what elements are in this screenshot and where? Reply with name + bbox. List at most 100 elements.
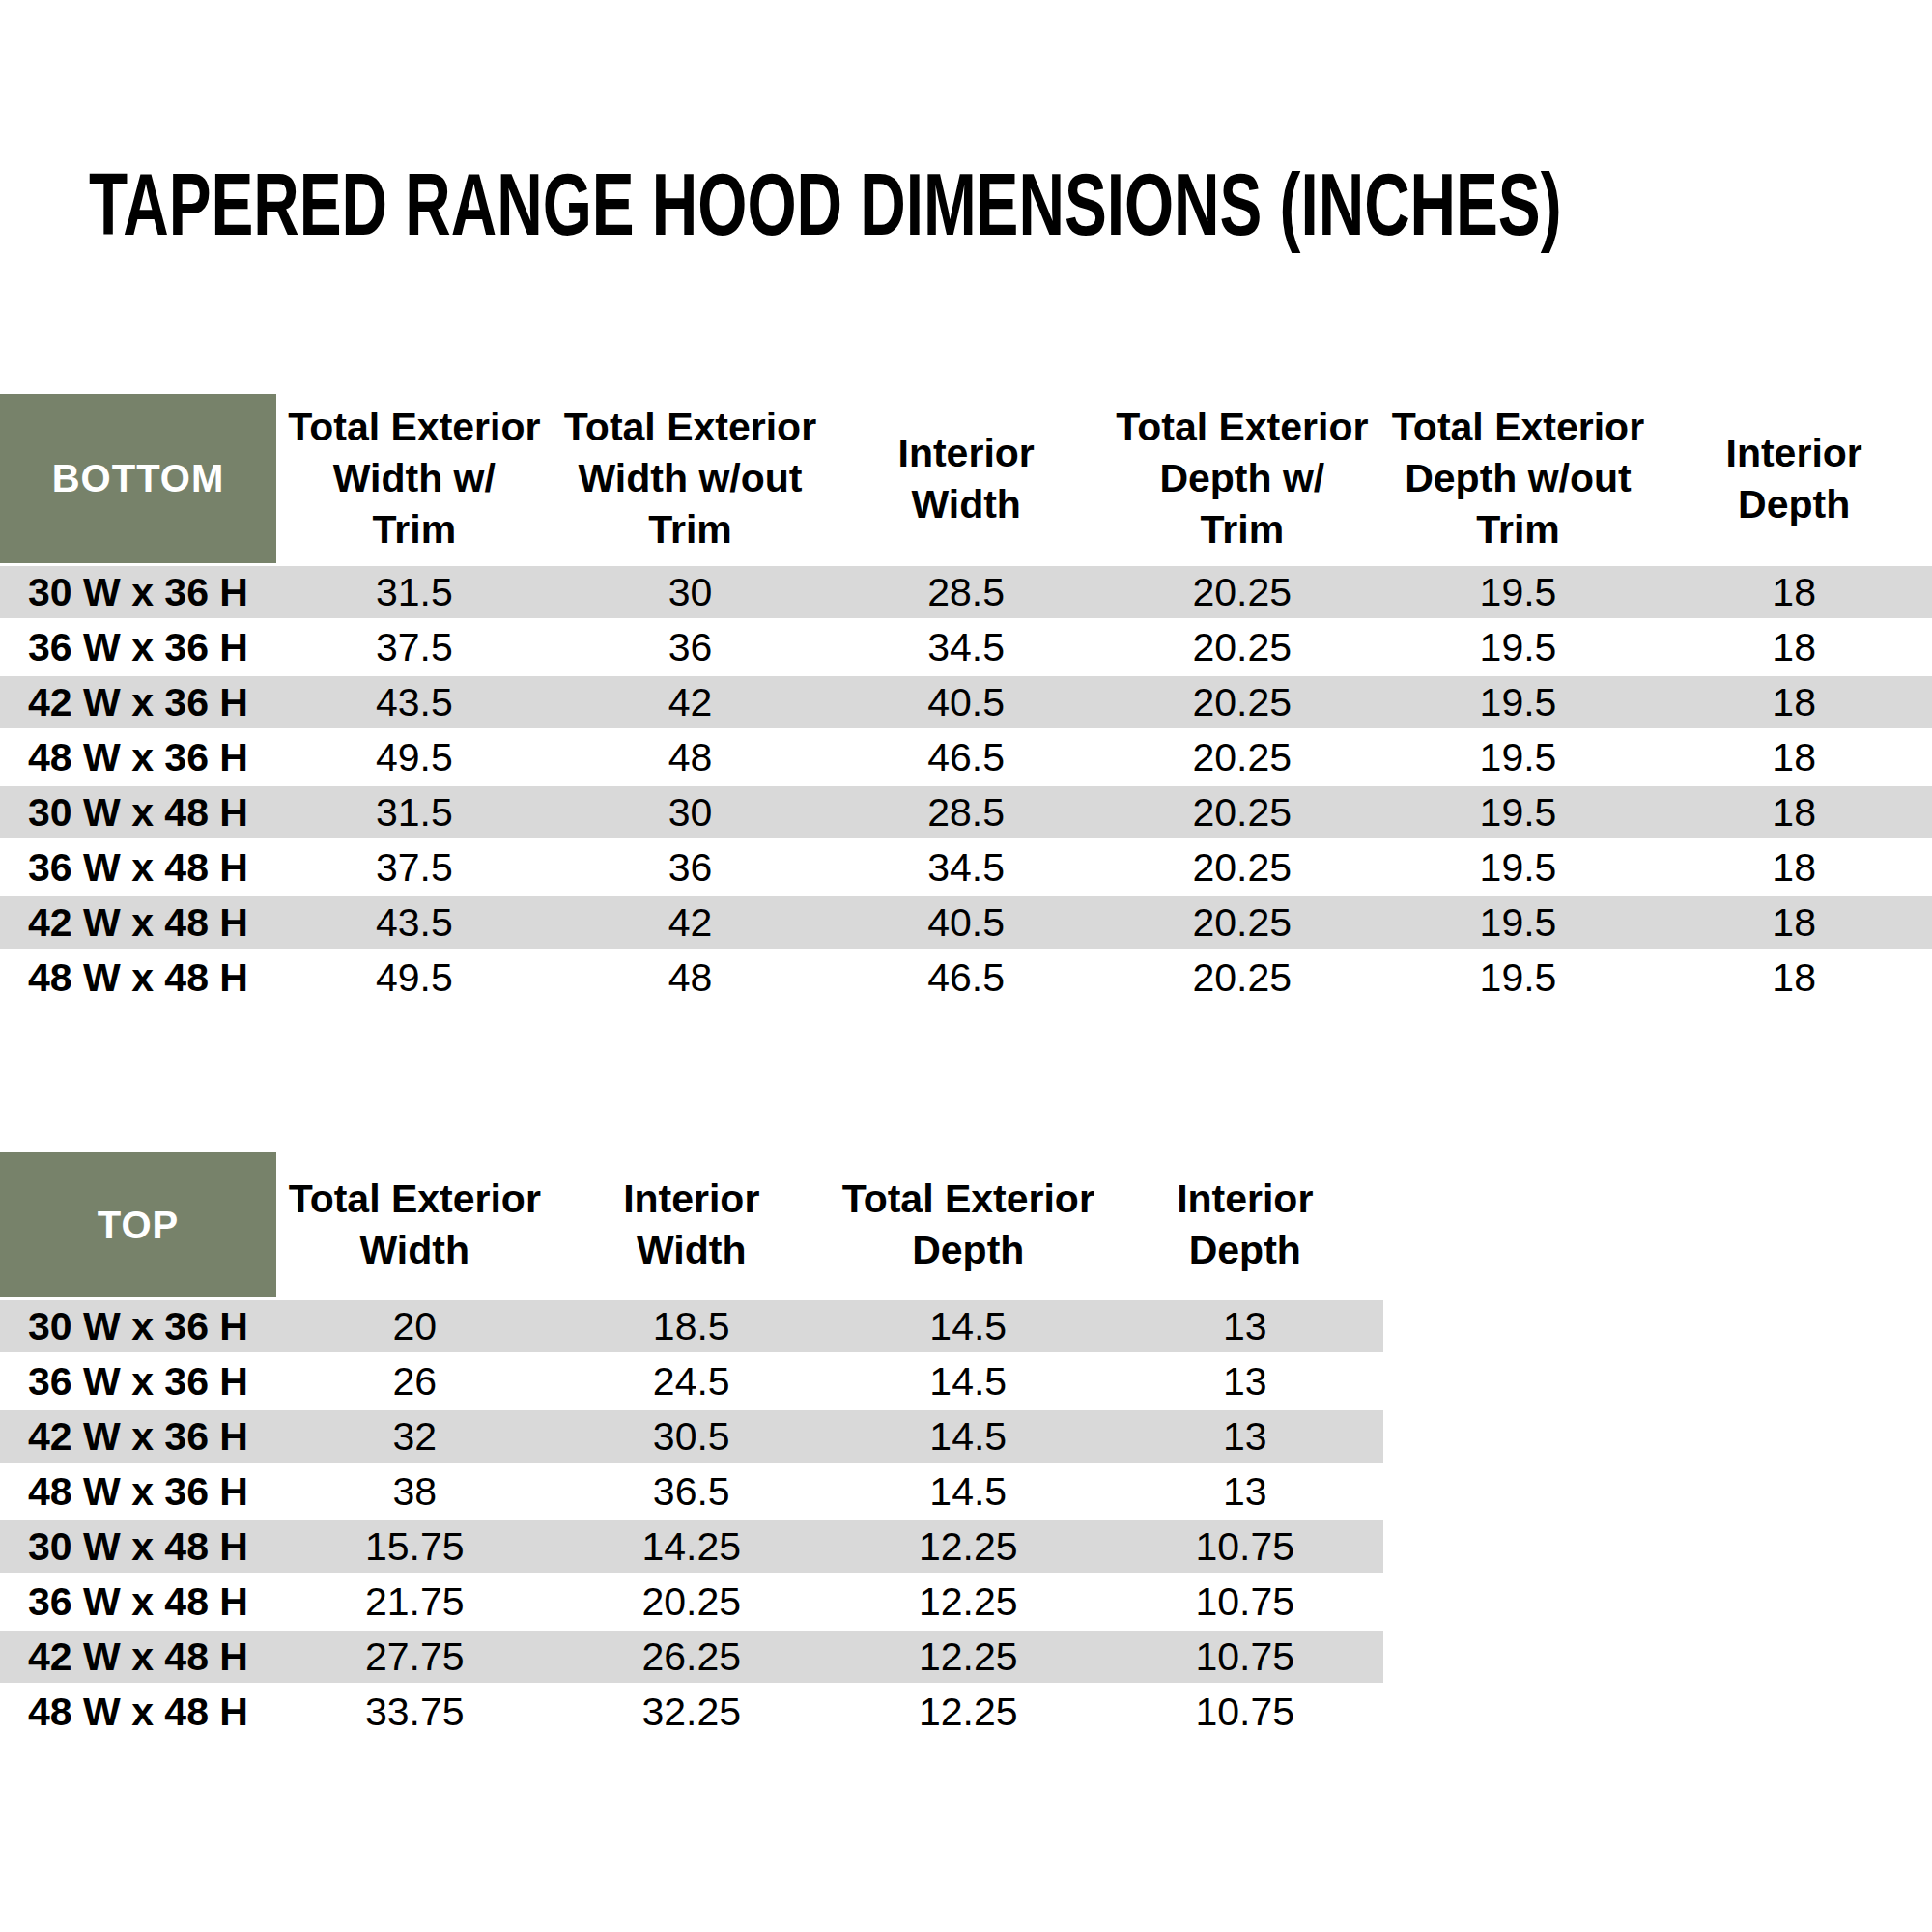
value-cell: 43.5: [276, 676, 553, 728]
value-cell: 34.5: [828, 841, 1104, 894]
value-cell: 15.75: [276, 1520, 554, 1573]
row-label: 36 W x 48 H: [0, 1576, 276, 1628]
value-cell: 18: [1656, 566, 1932, 618]
value-cell: 18: [1656, 841, 1932, 894]
value-cell: 31.5: [276, 566, 553, 618]
value-cell: 20.25: [1104, 731, 1380, 783]
value-cell: 42: [553, 676, 829, 728]
table-row: 30 W x 36 H31.53028.520.2519.518: [0, 566, 1932, 621]
row-label: 42 W x 36 H: [0, 676, 276, 728]
table-header-row: TOPTotal Exterior WidthInterior WidthTot…: [0, 1152, 1383, 1297]
value-cell: 12.25: [830, 1576, 1107, 1628]
table-row: 42 W x 48 H27.7526.2512.2510.75: [0, 1631, 1383, 1686]
value-cell: 13: [1107, 1355, 1384, 1407]
value-cell: 32: [276, 1410, 554, 1463]
value-cell: 24.5: [554, 1355, 831, 1407]
value-cell: 13: [1107, 1410, 1384, 1463]
column-header: Interior Depth: [1656, 394, 1932, 563]
value-cell: 27.75: [276, 1631, 554, 1683]
value-cell: 19.5: [1380, 786, 1657, 838]
value-cell: 20.25: [1104, 566, 1380, 618]
column-header: Interior Width: [554, 1152, 831, 1297]
table-row: 48 W x 36 H49.54846.520.2519.518: [0, 731, 1932, 786]
value-cell: 19.5: [1380, 621, 1657, 673]
page-title: TAPERED RANGE HOOD DIMENSIONS (INCHES): [89, 161, 1562, 248]
bottom-dimensions-table: BOTTOMTotal Exterior Width w/ TrimTotal …: [0, 394, 1932, 1007]
row-label: 30 W x 36 H: [0, 566, 276, 618]
value-cell: 18: [1656, 952, 1932, 1004]
value-cell: 14.5: [830, 1300, 1107, 1352]
value-cell: 18: [1656, 676, 1932, 728]
value-cell: 20.25: [1104, 896, 1380, 949]
table-row: 36 W x 48 H37.53634.520.2519.518: [0, 841, 1932, 896]
value-cell: 49.5: [276, 731, 553, 783]
table-row: 36 W x 36 H37.53634.520.2519.518: [0, 621, 1932, 676]
value-cell: 31.5: [276, 786, 553, 838]
table-row: 36 W x 36 H2624.514.513: [0, 1355, 1383, 1410]
value-cell: 18: [1656, 896, 1932, 949]
value-cell: 20.25: [554, 1576, 831, 1628]
value-cell: 46.5: [828, 952, 1104, 1004]
row-label: 30 W x 48 H: [0, 1520, 276, 1573]
value-cell: 26: [276, 1355, 554, 1407]
table-row: 36 W x 48 H21.7520.2512.2510.75: [0, 1576, 1383, 1631]
value-cell: 20: [276, 1300, 554, 1352]
value-cell: 10.75: [1107, 1520, 1384, 1573]
row-label: 30 W x 48 H: [0, 786, 276, 838]
value-cell: 18.5: [554, 1300, 831, 1352]
table-row: 48 W x 48 H49.54846.520.2519.518: [0, 952, 1932, 1007]
table-row: 30 W x 48 H31.53028.520.2519.518: [0, 786, 1932, 841]
table-row: 42 W x 36 H3230.514.513: [0, 1410, 1383, 1465]
table-header-row: BOTTOMTotal Exterior Width w/ TrimTotal …: [0, 394, 1932, 563]
value-cell: 19.5: [1380, 952, 1657, 1004]
value-cell: 13: [1107, 1465, 1384, 1518]
row-label: 48 W x 36 H: [0, 1465, 276, 1518]
value-cell: 30: [553, 786, 829, 838]
column-header: Total Exterior Width w/out Trim: [553, 394, 829, 563]
table-row: 42 W x 36 H43.54240.520.2519.518: [0, 676, 1932, 731]
table-row: 30 W x 36 H2018.514.513: [0, 1300, 1383, 1355]
value-cell: 40.5: [828, 676, 1104, 728]
column-header: Interior Depth: [1107, 1152, 1384, 1297]
value-cell: 34.5: [828, 621, 1104, 673]
row-label: 30 W x 36 H: [0, 1300, 276, 1352]
column-header: Total Exterior Depth w/ Trim: [1104, 394, 1380, 563]
value-cell: 36.5: [554, 1465, 831, 1518]
value-cell: 48: [553, 952, 829, 1004]
value-cell: 19.5: [1380, 896, 1657, 949]
value-cell: 28.5: [828, 566, 1104, 618]
column-header: Interior Width: [828, 394, 1104, 563]
value-cell: 10.75: [1107, 1576, 1384, 1628]
value-cell: 38: [276, 1465, 554, 1518]
value-cell: 10.75: [1107, 1686, 1384, 1738]
value-cell: 30.5: [554, 1410, 831, 1463]
table-body: 30 W x 36 H2018.514.51336 W x 36 H2624.5…: [0, 1300, 1383, 1741]
column-header: Total Exterior Width: [276, 1152, 554, 1297]
table-row: 48 W x 36 H3836.514.513: [0, 1465, 1383, 1520]
value-cell: 40.5: [828, 896, 1104, 949]
value-cell: 14.25: [554, 1520, 831, 1573]
value-cell: 18: [1656, 621, 1932, 673]
value-cell: 33.75: [276, 1686, 554, 1738]
value-cell: 19.5: [1380, 731, 1657, 783]
row-label: 36 W x 48 H: [0, 841, 276, 894]
top-dimensions-table: TOPTotal Exterior WidthInterior WidthTot…: [0, 1152, 1383, 1741]
value-cell: 46.5: [828, 731, 1104, 783]
bottom-corner-label: BOTTOM: [0, 394, 276, 563]
value-cell: 12.25: [830, 1631, 1107, 1683]
table-row: 48 W x 48 H33.7532.2512.2510.75: [0, 1686, 1383, 1741]
value-cell: 37.5: [276, 841, 553, 894]
value-cell: 26.25: [554, 1631, 831, 1683]
row-label: 42 W x 48 H: [0, 896, 276, 949]
value-cell: 14.5: [830, 1355, 1107, 1407]
value-cell: 13: [1107, 1300, 1384, 1352]
value-cell: 37.5: [276, 621, 553, 673]
value-cell: 36: [553, 621, 829, 673]
value-cell: 28.5: [828, 786, 1104, 838]
row-label: 42 W x 48 H: [0, 1631, 276, 1683]
value-cell: 20.25: [1104, 952, 1380, 1004]
value-cell: 20.25: [1104, 841, 1380, 894]
value-cell: 14.5: [830, 1410, 1107, 1463]
row-label: 36 W x 36 H: [0, 1355, 276, 1407]
table-row: 30 W x 48 H15.7514.2512.2510.75: [0, 1520, 1383, 1576]
